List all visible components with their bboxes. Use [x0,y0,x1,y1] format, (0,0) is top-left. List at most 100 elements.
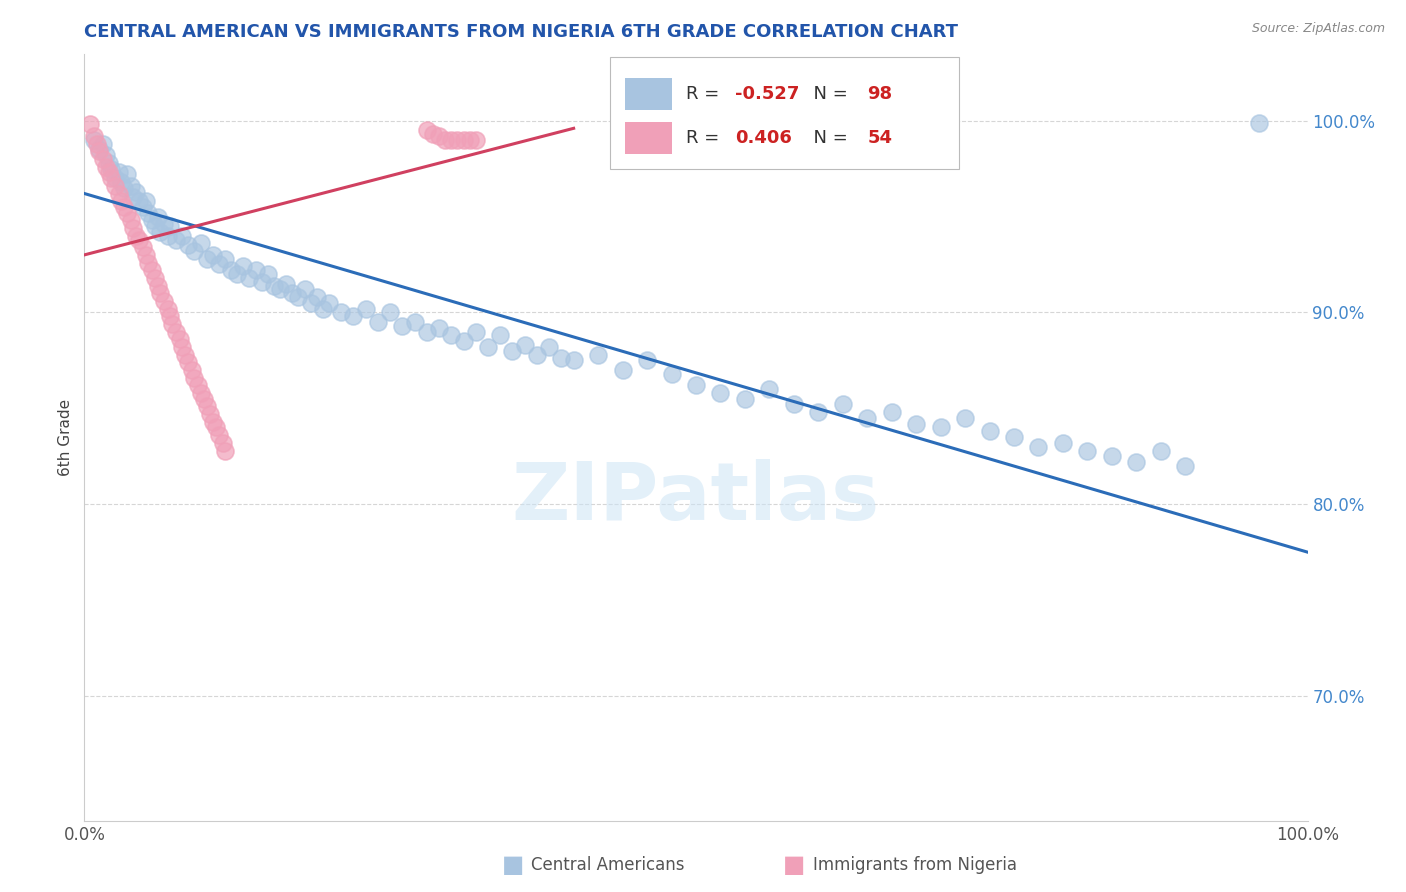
Point [120,213,142,227]
Point [91,152,114,166]
Point [562,353,585,368]
Point [135,194,157,209]
Point [100,171,122,186]
Point [422,127,444,141]
Point [112,200,135,214]
Point [181,363,204,377]
Point [464,133,486,147]
Point [1076,443,1098,458]
Point [440,133,463,147]
FancyBboxPatch shape [626,122,672,154]
FancyBboxPatch shape [626,78,672,111]
Point [136,255,159,269]
Point [245,263,267,277]
Point [122,221,145,235]
Point [183,244,205,258]
Point [156,301,179,316]
Point [83,128,105,143]
Point [195,252,218,266]
Point [1174,458,1197,473]
Point [1028,440,1050,454]
Point [110,175,132,189]
Point [219,263,242,277]
Point [190,236,212,251]
Point [100,161,122,176]
Point [146,278,169,293]
Text: CENTRAL AMERICAN VS IMMIGRANTS FROM NIGERIA 6TH GRADE CORRELATION CHART: CENTRAL AMERICAN VS IMMIGRANTS FROM NIGE… [84,23,959,41]
Point [446,133,468,147]
Point [807,405,830,419]
Point [172,228,194,243]
Point [159,310,181,324]
Point [125,185,148,199]
Point [135,248,157,262]
Point [208,428,231,442]
Point [149,225,172,239]
Point [953,411,976,425]
Point [367,315,389,329]
Point [128,194,150,209]
Point [232,260,254,274]
Point [165,325,187,339]
Point [404,315,426,329]
Point [489,328,512,343]
Point [257,267,280,281]
Point [200,407,222,421]
Point [214,443,236,458]
Point [312,301,335,316]
Text: R =: R = [686,129,725,147]
Point [162,317,184,331]
Point [238,271,260,285]
Point [115,167,138,181]
Point [354,301,377,316]
Point [685,378,707,392]
Point [112,181,135,195]
Point [453,133,475,147]
Point [169,332,191,346]
Point [83,133,105,147]
Point [342,310,364,324]
Point [96,160,118,174]
Point [91,136,114,151]
Point [905,417,928,431]
Point [586,348,609,362]
Text: Source: ZipAtlas.com: Source: ZipAtlas.com [1251,22,1385,36]
Point [153,293,176,308]
Point [132,240,155,254]
Point [214,252,236,266]
Point [141,213,163,227]
Text: Central Americans: Central Americans [531,856,685,874]
Point [107,186,129,201]
Point [177,355,200,369]
Point [156,228,179,243]
Point [513,338,536,352]
Point [477,340,499,354]
Point [86,136,108,151]
Point [281,286,304,301]
Point [1052,435,1074,450]
Point [380,305,402,319]
Point [104,178,127,193]
Point [1247,115,1270,129]
Point [979,425,1001,439]
Point [177,238,200,252]
Point [1101,450,1123,464]
Text: R =: R = [686,85,725,103]
Point [128,233,150,247]
Point [149,286,172,301]
Point [173,348,195,362]
Point [110,194,132,209]
Text: 0.406: 0.406 [735,129,792,147]
Point [120,178,142,193]
Point [87,143,110,157]
Point [734,392,756,406]
Point [159,219,181,234]
Point [208,258,231,272]
Point [458,133,481,147]
Point [612,363,634,377]
Point [1125,455,1147,469]
Point [79,118,101,132]
Point [187,378,209,392]
Point [97,156,120,170]
Point [104,171,127,186]
